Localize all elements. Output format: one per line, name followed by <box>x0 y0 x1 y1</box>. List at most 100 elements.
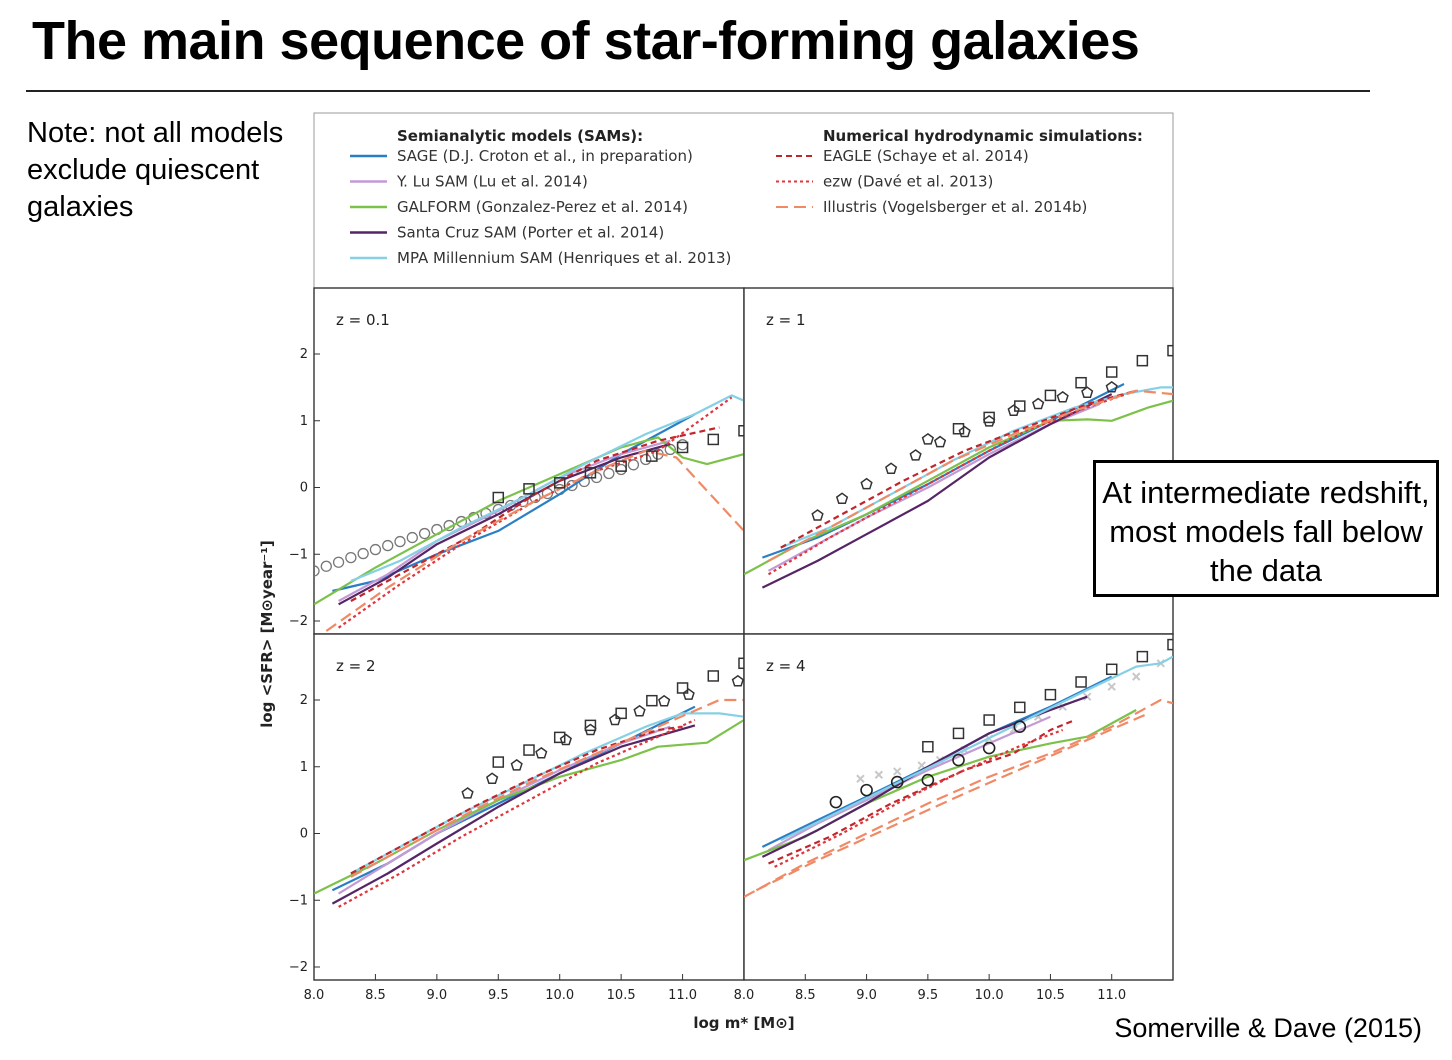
data-point-pentagon <box>835 492 849 505</box>
legend-label-mpa: MPA Millennium SAM (Henriques et al. 201… <box>397 249 731 267</box>
series-line-ezw <box>767 389 1137 576</box>
data-point-square <box>1075 676 1087 688</box>
data-point-pentagon <box>608 713 622 726</box>
y-tick-label: 1 <box>300 760 308 775</box>
x-axis-label: log m* [M⊙] <box>693 1014 794 1032</box>
data-point-circle <box>369 543 382 556</box>
note-text: Note: not all models exclude quiescent g… <box>27 117 284 223</box>
series-line-ezw <box>774 728 1064 868</box>
citation: Somerville & Dave (2015) <box>1114 1013 1422 1043</box>
data-point-pentagon <box>811 509 824 521</box>
data-point-pentagon <box>535 746 548 759</box>
legend-label-eagle: EAGLE (Schaye et al. 2014) <box>823 147 1029 165</box>
series-line-sc <box>761 393 1113 589</box>
data-point-pentagon <box>1105 380 1118 393</box>
chart-panels: z = 0.1 2 1 0 −1 −2 z = 1 z = 2 2 1 0 −1 −2 8.0 8.5 9.0… <box>289 287 1174 1003</box>
data-point-pentagon <box>860 477 873 490</box>
data-point-pentagon <box>958 425 971 438</box>
data-point-pentagon <box>731 674 744 687</box>
data-point-cross <box>893 767 902 776</box>
data-point-square <box>1136 354 1149 367</box>
data-point-square <box>922 740 934 753</box>
callout-box: At intermediate redshift, most models fa… <box>1093 460 1439 597</box>
data-point-pentagon <box>1007 404 1020 416</box>
legend-label-illustris: Illustris (Vogelsberger et al. 2014b) <box>823 198 1087 216</box>
data-point-pentagon <box>885 462 898 475</box>
y-tick-label: −1 <box>289 893 308 908</box>
data-point-square <box>676 682 689 694</box>
data-point-square <box>615 460 627 472</box>
series-line-illustris <box>350 698 744 878</box>
data-point-cross <box>1107 682 1116 691</box>
series-line-sc <box>338 443 671 606</box>
data-point-square <box>707 433 720 446</box>
panel-frame <box>313 633 745 981</box>
data-point-square <box>1075 376 1087 389</box>
data-point-square <box>1167 344 1173 357</box>
series-line-mpa <box>780 655 1173 842</box>
legend-label-lu: Y. Lu SAM (Lu et al. 2014) <box>396 173 588 191</box>
panel-z-label: z = 0.1 <box>336 311 390 329</box>
data-point-square <box>492 756 505 768</box>
data-point-circle <box>406 531 418 544</box>
data-point-pentagon <box>934 435 947 448</box>
data-point-square <box>584 467 597 479</box>
data-point-cross <box>856 774 865 783</box>
data-point-square <box>1044 688 1057 701</box>
data-point-pentagon <box>909 449 922 461</box>
x-tick-label: 9.0 <box>856 988 877 1003</box>
y-tick-label: 0 <box>300 827 308 842</box>
y-tick-label: 1 <box>300 414 308 429</box>
series-line-galform <box>744 399 1173 576</box>
data-point-square <box>646 450 658 462</box>
data-point-pentagon <box>633 704 646 717</box>
data-point-circle <box>418 527 431 540</box>
series-line-illustris <box>325 449 744 632</box>
data-point-pentagon <box>682 688 695 700</box>
x-tick-label: 10.0 <box>545 988 574 1003</box>
data-point-pentagon <box>510 758 523 771</box>
data-point-pentagon <box>1056 390 1069 403</box>
y-tick-label: 0 <box>300 481 308 496</box>
legend-label-sage: SAGE (D.J. Croton et al., in preparation… <box>397 147 693 165</box>
data-point-circle <box>320 560 332 572</box>
x-tick-label: 8.5 <box>365 988 386 1003</box>
data-point-pentagon <box>461 787 474 799</box>
data-point-square <box>1105 366 1118 378</box>
data-point-square <box>952 423 965 435</box>
data-point-circle <box>345 551 357 564</box>
data-point-square <box>523 744 535 756</box>
slide-title: The main sequence of star-forming galaxi… <box>32 11 1140 71</box>
data-point-square <box>738 657 744 670</box>
panel-3: z = 2 2 1 0 −1 −2 8.0 8.5 9.0 9.5 10.0 10.5 11.0 <box>289 633 745 1003</box>
axis-labels: log m* [M⊙] log <SFR> [M⊙year⁻¹] <box>258 540 795 1032</box>
data-point-circle <box>952 753 965 767</box>
data-point-circle <box>829 795 843 809</box>
data-point-pentagon <box>1032 397 1045 410</box>
data-point-square <box>1136 650 1149 663</box>
panel-z-label: z = 2 <box>336 657 376 675</box>
data-point-square <box>1044 389 1057 402</box>
y-tick-label: 2 <box>300 693 308 708</box>
legend-label-ezw: ezw (Davé et al. 2013) <box>823 173 993 191</box>
y-tick-label: −2 <box>289 614 308 629</box>
data-point-circle <box>860 783 873 797</box>
x-tick-label: 9.0 <box>427 988 448 1003</box>
data-point-cross <box>1082 692 1092 701</box>
data-point-circle <box>332 556 345 568</box>
data-point-cross <box>874 770 884 779</box>
data-point-circle <box>1013 720 1027 734</box>
legend-box <box>313 112 1174 289</box>
series-line-eagle <box>768 718 1076 865</box>
data-point-circle <box>394 535 406 548</box>
data-point-square <box>707 670 720 682</box>
data-point-square <box>523 483 535 495</box>
series-line-mpa <box>350 712 744 875</box>
legend-hydro-heading: Numerical hydrodynamic simulations: <box>823 127 1143 145</box>
y-axis-label: log <SFR> [M⊙year⁻¹] <box>258 540 276 728</box>
series-line-sc <box>331 724 696 905</box>
x-tick-label: 10.5 <box>1036 988 1065 1003</box>
data-point-square <box>584 719 597 732</box>
legend: Semianalytic models (SAMs): Numerical hyd… <box>313 112 1174 289</box>
